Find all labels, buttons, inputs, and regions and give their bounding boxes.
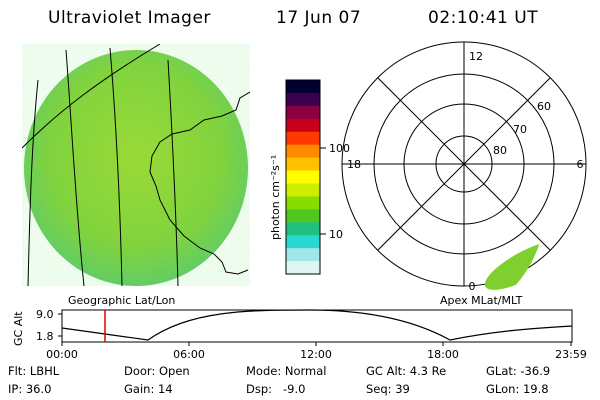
- colorbar-swatch: [286, 105, 320, 120]
- xtick-label: 06:00: [173, 348, 205, 361]
- colorbar-tick-label: 100: [329, 142, 350, 155]
- colorbar-swatch: [286, 118, 320, 133]
- colorbar-tick-label: 10: [329, 228, 343, 241]
- colorbar-swatch: [286, 196, 320, 210]
- mode-status: Mode: Normal: [246, 364, 327, 378]
- colorbar-frame: [285, 79, 321, 275]
- meridian-line: [65, 49, 85, 286]
- sequence-number: Seq: 39: [366, 382, 410, 396]
- xtick-label: 23:59: [555, 348, 587, 361]
- mlt-label-6: 6: [577, 158, 584, 171]
- orbit-timeline: GC Alt 9.0 1.8 00:00 06:00 12:00 18:00 2…: [12, 308, 587, 361]
- colorbar-swatch: [286, 222, 320, 236]
- xtick-label: 18:00: [427, 348, 459, 361]
- colorbar-swatch: [286, 92, 320, 107]
- colorbar-swatch: [286, 183, 320, 197]
- ytick-label: 1.8: [36, 330, 54, 343]
- instrument-title: Ultraviolet Imager: [48, 8, 211, 28]
- ip-status: IP: 36.0: [8, 382, 52, 396]
- colorbar-swatch: [286, 144, 320, 159]
- right-panel-label: Apex MLat/MLT: [440, 294, 523, 307]
- polar-dial: 12 18 6 0 60 70 80: [341, 41, 587, 293]
- colorbar-swatch: [286, 80, 320, 94]
- door-status: Door: Open: [124, 364, 190, 378]
- coastline: [149, 91, 250, 275]
- colorbar-swatch: [286, 248, 320, 262]
- ytick-label: 9.0: [36, 308, 54, 321]
- gc-altitude: GC Alt: 4.3 Re: [366, 364, 447, 378]
- mlt-label-0: 0: [469, 280, 476, 293]
- parallel-line: [22, 44, 161, 149]
- colorbar-swatch: [286, 261, 320, 275]
- xtick-label: 12:00: [300, 348, 332, 361]
- geo-longitude: GLon: 19.8: [486, 382, 549, 396]
- filter-status: Flt: LBHL: [8, 364, 60, 378]
- observation-time: 02:10:41 UT: [428, 8, 539, 28]
- observation-date: 17 Jun 07: [276, 8, 362, 28]
- colorbar: [285, 79, 321, 275]
- colorbar-swatch: [286, 157, 320, 172]
- timeline-ylabel: GC Alt: [12, 311, 25, 346]
- xtick-label: 00:00: [46, 348, 78, 361]
- mlat-label-80: 80: [493, 144, 507, 157]
- mlt-label-12: 12: [469, 50, 483, 63]
- gain-status: Gain: 14: [124, 382, 173, 396]
- meridian-line: [167, 59, 179, 286]
- colorbar-unit: photon cm⁻²s⁻¹: [269, 155, 282, 240]
- meridian-line: [109, 47, 123, 286]
- geo-latitude: GLat: -36.9: [486, 364, 551, 378]
- colorbar-swatch: [286, 209, 320, 223]
- meridian-line: [27, 79, 39, 286]
- mlat-label-60: 60: [537, 100, 551, 113]
- colorbar-swatch: [286, 235, 320, 249]
- colorbar-swatch: [286, 131, 320, 146]
- mlat-label-70: 70: [513, 123, 527, 136]
- dsp-status: Dsp: -9.0: [246, 382, 306, 396]
- left-panel-label: Geographic Lat/Lon: [68, 294, 176, 307]
- colorbar-swatch: [286, 170, 320, 184]
- mlt-label-18: 18: [347, 158, 361, 171]
- altitude-curve: [61, 309, 573, 341]
